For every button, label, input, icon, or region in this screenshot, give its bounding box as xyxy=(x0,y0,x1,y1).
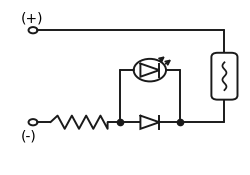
FancyBboxPatch shape xyxy=(212,53,238,100)
Text: (+): (+) xyxy=(20,11,43,25)
Text: (-): (-) xyxy=(20,129,36,143)
